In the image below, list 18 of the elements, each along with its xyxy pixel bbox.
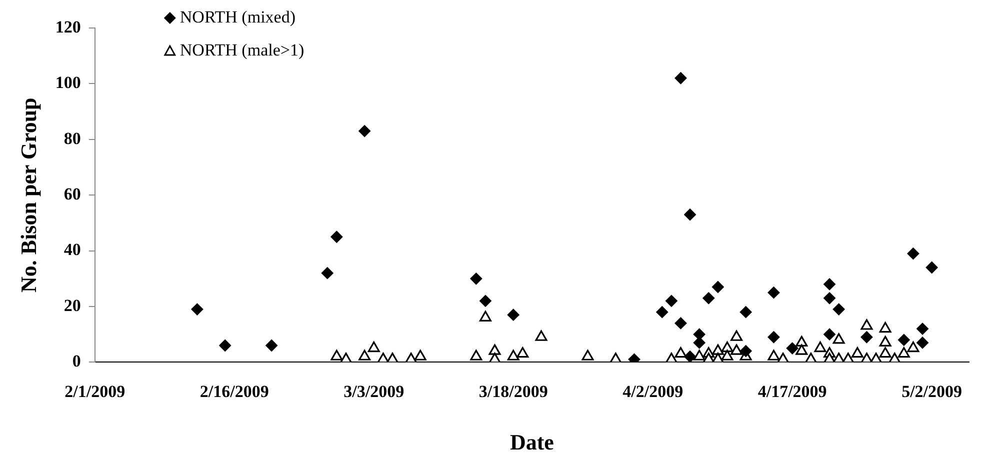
- x-tick-label: 4/17/2009: [758, 382, 827, 401]
- y-axis-title: No. Bison per Group: [16, 98, 41, 292]
- x-axis-title: Date: [510, 429, 554, 454]
- x-tick-label: 5/2/2009: [902, 382, 962, 401]
- legend-label: NORTH (mixed): [180, 7, 296, 26]
- y-tick-label: 0: [72, 352, 81, 371]
- y-tick-label: 20: [64, 296, 81, 315]
- x-tick-label: 2/16/2009: [200, 382, 269, 401]
- y-tick-label: 100: [55, 73, 81, 92]
- y-tick-label: 60: [64, 184, 81, 204]
- x-tick-label: 2/1/2009: [64, 382, 126, 401]
- y-tick-label: 120: [55, 17, 81, 36]
- y-tick-label: 80: [64, 128, 81, 148]
- x-tick-label: 4/2/2009: [622, 382, 684, 401]
- x-tick-label: 3/18/2009: [478, 382, 548, 401]
- y-tick-label: 40: [64, 240, 81, 260]
- legend-label: NORTH (male>1): [180, 40, 304, 60]
- x-tick-label: 3/3/2009: [344, 382, 404, 401]
